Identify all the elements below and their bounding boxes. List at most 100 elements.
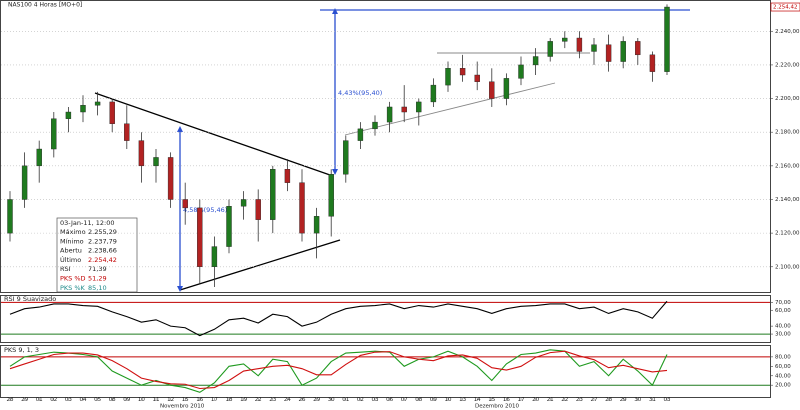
candle-body [226,206,232,247]
info-heading: 03-Jan-11, 12:00 [60,219,114,227]
y-tick-label: 2.180,00 [775,130,800,136]
candle-body [284,169,291,183]
candle-body [576,37,583,52]
candle-body [7,199,13,234]
candle-body [532,56,539,66]
candle-body [489,81,495,99]
candle-body [80,105,86,113]
candle-body [36,148,42,167]
info-label: PKS %D [60,275,86,283]
trend-line [94,92,331,176]
y-tick-label: 80,00 [775,354,791,360]
candle-body [459,68,466,76]
candle-body [21,165,28,200]
indicator-line [9,300,668,337]
candle-body [313,216,320,234]
trend-line [179,239,341,291]
candle-body [372,121,378,130]
candle-body [562,37,568,42]
info-value: 71,39 [88,265,107,273]
candle-body [591,44,597,52]
candle-body [343,140,349,175]
y-tick-label: 2.100,00 [775,264,800,270]
candle-body [605,44,612,62]
info-label: RSI [60,265,71,273]
candle-body [386,106,393,123]
y-tick-label: 30,00 [775,332,791,338]
candle-body [547,41,553,57]
y-tick-label: 2.140,00 [775,197,800,203]
candle-body [635,41,641,56]
candle-body [240,199,247,207]
indicator-line [9,349,668,393]
trend-line [344,82,556,136]
candle-body [649,54,656,72]
info-value: 2.254,42 [88,256,117,264]
info-label: Abertu [60,247,82,255]
candle-body [620,41,626,62]
info-box: 03-Jan-11, 12:00 Máximo 2.255,29 Mínimo 2.2… [56,217,138,293]
panel-title: PKS 9, 1, 3 [4,346,39,354]
month-label: Novembro 2010 [160,404,205,410]
y-tick-label: 60,00 [775,308,791,314]
candle-body [299,182,305,234]
candle-body [94,101,101,106]
y-tick-label: 2.220,00 [775,62,800,68]
y-tick-label: 60,00 [775,364,791,370]
candle-body [445,68,451,86]
info-value: 2.238,66 [88,247,117,255]
y-tick-label: 40,00 [775,324,791,330]
info-box-frame [56,217,138,293]
info-value: 2.237,79 [88,237,117,245]
price-panel [0,0,771,293]
stoch-panel [0,345,771,398]
candle-body [109,101,115,124]
y-tick-label: 2.240,00 [775,29,800,35]
candle-body [153,157,159,167]
y-tick-label: 20,00 [775,383,791,389]
candle-body [416,101,422,113]
panel-title: RSI 9 Suavizado [4,295,56,303]
candle-body [65,111,72,119]
candle-body [211,246,218,267]
y-tick-label: 2.160,00 [775,163,800,169]
y-tick-label: 70,00 [775,300,791,306]
candle-body [664,6,670,72]
candle-body [430,84,437,103]
candle-body [255,199,261,220]
info-label: Último [60,255,81,264]
annotation: 4,43%(95,40) [338,89,382,97]
candle-body [503,78,510,99]
y-tick-label: 40,00 [775,373,791,379]
candle-body [138,140,145,167]
indicator-line [9,350,668,390]
info-value: 85,10 [88,284,107,292]
candle-body [197,207,203,267]
candle-body [270,169,276,220]
candle-body [474,74,480,82]
annotation: 4,58%(95,46) [183,206,227,214]
candle-body [182,199,188,209]
info-label: PKS %K [60,284,86,292]
candle-body [167,157,174,200]
info-value: 51,29 [88,275,107,283]
candle-body [518,64,524,79]
last-price-label: 2.254,42 [773,5,798,11]
candle-body [357,128,364,141]
y-tick-label: 2.200,00 [775,96,800,102]
chart-title: NAS100 4 Horas [MO+0] [8,2,82,9]
info-value: 2.255,29 [88,228,117,236]
info-label: Máximo [60,228,86,236]
candle-body [328,174,334,217]
candle-body [401,106,407,113]
month-label: Dezembro 2010 [475,404,519,410]
candle-body [124,123,130,141]
rsi-panel [0,295,771,343]
y-tick-label: 2.120,00 [775,231,800,237]
candle-body [51,118,57,150]
info-label: Mínimo [60,237,84,245]
drawings [94,8,690,292]
last-price-box [770,2,800,12]
